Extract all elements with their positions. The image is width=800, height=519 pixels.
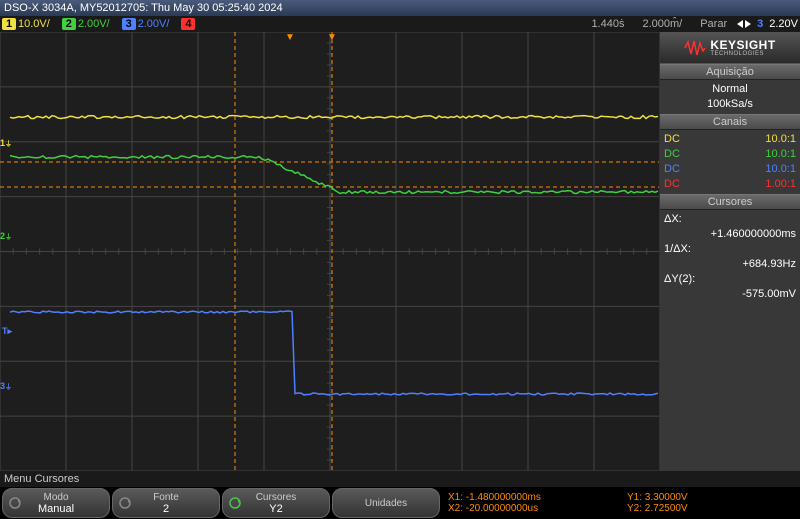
dy-label: ΔY(2): bbox=[664, 272, 796, 287]
curs-header: Cursores bbox=[660, 194, 800, 210]
cycle-icon bbox=[229, 497, 241, 509]
waveform-svg bbox=[0, 32, 660, 471]
trig-pos-marker2[interactable]: ▼ bbox=[327, 32, 337, 43]
dx-label: ΔX: bbox=[664, 212, 796, 227]
trig-source[interactable]: 3 bbox=[757, 18, 763, 30]
ch1-scale[interactable]: 10.0V/ bbox=[18, 18, 50, 30]
curs-panel: ΔX: +1.460000000ms 1/ΔX: +684.93Hz ΔY(2)… bbox=[660, 210, 800, 304]
time-scale[interactable]: 2.000m̂/ bbox=[642, 18, 682, 30]
trig-level[interactable]: 2.20V bbox=[769, 18, 798, 30]
chan-header: Canais bbox=[660, 114, 800, 130]
waveform-display[interactable]: 1⏚ 2⏚ 3⏚ T▸ ▼ ▼ bbox=[0, 32, 660, 471]
acq-panel: Normal 100kSa/s bbox=[660, 80, 800, 114]
softkey-cursores[interactable]: Cursores Y2 bbox=[222, 488, 330, 518]
softkey-bar: Modo Manual Fonte 2 Cursores Y2 Unidades… bbox=[0, 487, 800, 519]
channel-row: DC10.0:1 bbox=[664, 147, 796, 162]
channel-row: DC1.00:1 bbox=[664, 177, 796, 192]
sk-label: Modo bbox=[43, 492, 68, 503]
title-bar: DSO-X 3034A, MY52012705: Thu May 30 05:2… bbox=[0, 0, 800, 16]
channel-row: DC10.0:1 bbox=[664, 162, 796, 177]
channel-bar: 1 10.0V/ 2 2.00V/ 3 2.00V/ 4 1.440ṡ 2.00… bbox=[0, 16, 800, 32]
acq-header: Aquisição bbox=[660, 64, 800, 80]
brand-logo: KEYSIGHT TECHNOLOGIES bbox=[660, 32, 800, 64]
dx-value: +1.460000000ms bbox=[664, 227, 796, 242]
ch3-badge[interactable]: 3 bbox=[122, 18, 136, 30]
ch2-badge[interactable]: 2 bbox=[62, 18, 76, 30]
softkey-modo[interactable]: Modo Manual bbox=[2, 488, 110, 518]
softkey-unidades[interactable]: Unidades bbox=[332, 488, 440, 518]
ch3-scale[interactable]: 2.00V/ bbox=[138, 18, 170, 30]
cursor-readout-x: X1: -1.480000000ms X2: -20.00000000us bbox=[442, 488, 619, 518]
keysight-icon bbox=[684, 39, 706, 57]
idx-value: +684.93Hz bbox=[664, 257, 796, 272]
time-delay[interactable]: 1.440ṡ bbox=[591, 18, 624, 30]
x1-readout: X1: -1.480000000ms bbox=[448, 492, 619, 503]
y1-readout: Y1: 3.30000V bbox=[627, 492, 798, 503]
chan-panel: DC10.0:1DC10.0:1DC10.0:1DC1.00:1 bbox=[660, 130, 800, 194]
ch3-gnd-marker[interactable]: 3⏚ bbox=[0, 381, 12, 392]
side-panel: KEYSIGHT TECHNOLOGIES Aquisição Normal 1… bbox=[660, 32, 800, 471]
idx-label: 1/ΔX: bbox=[664, 242, 796, 257]
ch1-badge[interactable]: 1 bbox=[2, 18, 16, 30]
sk-label: Unidades bbox=[365, 498, 407, 509]
trig-pos-marker[interactable]: ▼ bbox=[285, 32, 295, 43]
cycle-icon bbox=[119, 497, 131, 509]
menu-title: Menu Cursores bbox=[0, 471, 800, 487]
x2-readout: X2: -20.00000000us bbox=[448, 503, 619, 514]
channel-row: DC10.0:1 bbox=[664, 132, 796, 147]
trig-edge-icon bbox=[737, 20, 743, 28]
cursor-readout-y: Y1: 3.30000V Y2: 2.72500V bbox=[621, 488, 798, 518]
sk-value: Manual bbox=[38, 503, 74, 515]
sk-label: Cursores bbox=[256, 492, 297, 503]
run-stop[interactable]: Parar bbox=[700, 18, 727, 30]
trig-level-marker[interactable]: T▸ bbox=[2, 326, 14, 337]
ch4-badge[interactable]: 4 bbox=[181, 18, 195, 30]
softkey-fonte[interactable]: Fonte 2 bbox=[112, 488, 220, 518]
sk-value: 2 bbox=[163, 503, 169, 515]
sk-value: Y2 bbox=[269, 503, 282, 515]
trig-edge-icon2 bbox=[745, 20, 751, 28]
cycle-icon bbox=[9, 497, 21, 509]
ch2-gnd-marker[interactable]: 2⏚ bbox=[0, 231, 12, 242]
acq-rate: 100kSa/s bbox=[664, 97, 796, 112]
dy-value: -575.00mV bbox=[664, 287, 796, 302]
ch2-scale[interactable]: 2.00V/ bbox=[78, 18, 110, 30]
y2-readout: Y2: 2.72500V bbox=[627, 503, 798, 514]
sk-label: Fonte bbox=[153, 492, 179, 503]
ch1-gnd-marker[interactable]: 1⏚ bbox=[0, 138, 12, 149]
acq-mode: Normal bbox=[664, 82, 796, 97]
